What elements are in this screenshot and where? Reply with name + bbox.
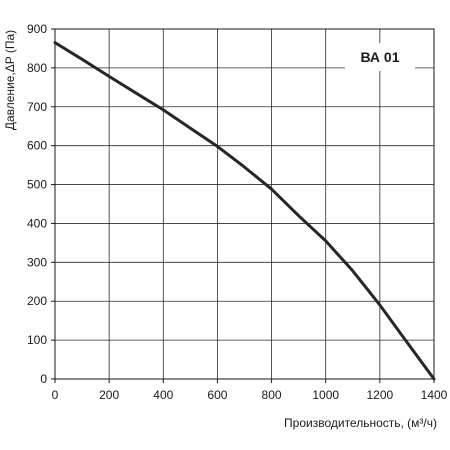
y-tick-label: 800 — [27, 61, 47, 75]
plot-frame — [54, 28, 435, 380]
x-tick-label: 800 — [262, 388, 282, 402]
model-badge-label: ВА 01 — [361, 49, 400, 65]
y-tick-label: 400 — [27, 216, 47, 230]
axis-ticks: 0 200 400 600 800 1000 1200 1400 0 100 200 300 400 50… — [27, 22, 448, 402]
x-tick-label: 1200 — [367, 388, 394, 402]
y-tick-label: 300 — [27, 255, 47, 269]
model-badge: ВА 01 — [345, 43, 415, 71]
x-tick-label: 400 — [153, 388, 173, 402]
grid — [54, 28, 435, 380]
x-tick-label: 1000 — [312, 388, 339, 402]
y-tick-label: 100 — [27, 333, 47, 347]
pressure-curve — [53, 41, 436, 381]
x-axis-title: Производительность, (м³/ч) — [284, 416, 437, 430]
y-tick-label: 0 — [40, 372, 47, 386]
y-tick-label: 500 — [27, 178, 47, 192]
model-badge-box — [345, 43, 415, 71]
y-tick-label: 900 — [27, 22, 47, 36]
x-tick-label: 0 — [52, 388, 59, 402]
y-tick-label: 700 — [27, 100, 47, 114]
x-tick-label: 1400 — [421, 388, 448, 402]
x-tick-label: 200 — [99, 388, 119, 402]
y-tick-label: 600 — [27, 139, 47, 153]
x-tick-label: 600 — [207, 388, 227, 402]
y-axis-title: Давление,ΔP (Па) — [3, 30, 17, 130]
series-layer — [53, 41, 436, 381]
y-tick-label: 200 — [27, 294, 47, 308]
